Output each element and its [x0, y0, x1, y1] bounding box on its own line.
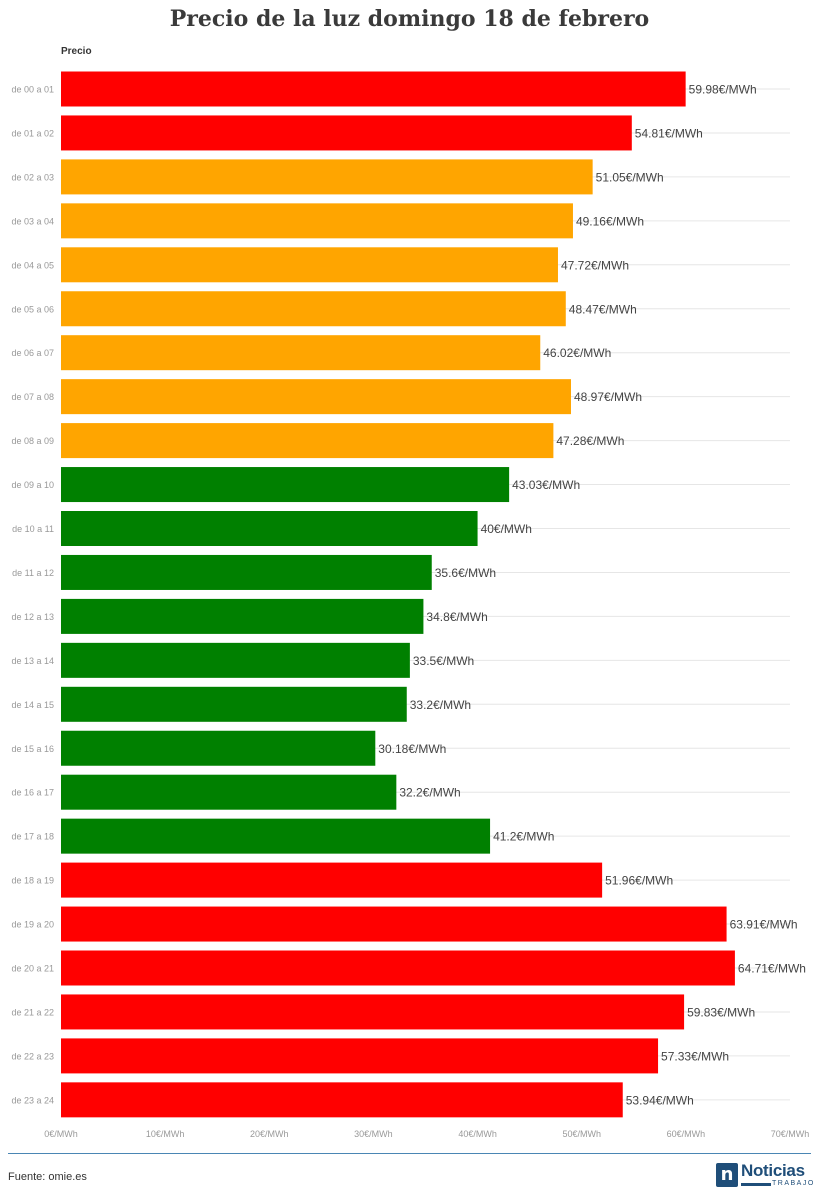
x-tick-label: 50€/MWh [562, 1129, 601, 1139]
data-label: 33.5€/MWh [413, 654, 474, 668]
data-label: 59.83€/MWh [687, 1005, 755, 1019]
logo-mark-icon: n [716, 1163, 738, 1187]
category-label: de 19 a 20 [11, 920, 54, 930]
x-tick-label: 40€/MWh [458, 1129, 497, 1139]
category-label: de 02 a 03 [11, 172, 54, 182]
logo-name: Noticias [741, 1161, 805, 1180]
data-label: 34.8€/MWh [426, 610, 487, 624]
category-label: de 05 a 06 [11, 304, 54, 314]
bar [61, 774, 397, 810]
bar [61, 247, 558, 283]
bar [61, 1082, 623, 1118]
x-tick-label: 20€/MWh [250, 1129, 289, 1139]
logo-subtitle: TRABAJO [772, 1180, 815, 1187]
bar [61, 686, 407, 722]
category-label: de 23 a 24 [11, 1095, 54, 1105]
data-label: 64.71€/MWh [738, 962, 806, 976]
category-label: de 00 a 01 [11, 85, 54, 95]
x-tick-label: 10€/MWh [146, 1129, 185, 1139]
bar [61, 554, 432, 590]
data-label: 47.72€/MWh [561, 258, 629, 272]
bar [61, 203, 573, 239]
data-label: 43.03€/MWh [512, 478, 580, 492]
data-label: 59.98€/MWh [689, 83, 757, 97]
x-tick-label: 30€/MWh [354, 1129, 393, 1139]
category-label: de 06 a 07 [11, 348, 54, 358]
data-label: 41.2€/MWh [493, 830, 554, 844]
bar [61, 598, 424, 634]
data-label: 30.18€/MWh [378, 742, 446, 756]
data-label: 33.2€/MWh [410, 698, 471, 712]
category-label: de 04 a 05 [11, 260, 54, 270]
category-label: de 14 a 15 [11, 700, 54, 710]
bar [61, 159, 593, 195]
category-label: de 16 a 17 [11, 788, 54, 798]
publisher-logo: n Noticias TRABAJO [716, 1161, 815, 1189]
data-label: 63.91€/MWh [730, 918, 798, 932]
data-label: 32.2€/MWh [399, 786, 460, 800]
chart-title: Precio de la luz domingo 18 de febrero [169, 6, 650, 32]
series-label: Precio [61, 46, 92, 57]
data-label: 47.28€/MWh [556, 434, 624, 448]
data-label: 48.97€/MWh [574, 390, 642, 404]
bar-chart: 0€/MWh 10€/MWh 20€/MWh 30€/MWh 40€/MWh 50€/MW… [11, 71, 810, 1139]
bar [61, 467, 510, 503]
bar [61, 818, 491, 854]
category-label: de 03 a 04 [11, 216, 54, 226]
category-label: de 12 a 13 [11, 612, 54, 622]
data-label: 51.96€/MWh [605, 874, 673, 888]
category-label: de 07 a 08 [11, 392, 54, 402]
bar [61, 1038, 659, 1074]
bar [61, 115, 632, 151]
data-label: 49.16€/MWh [576, 214, 644, 228]
x-tick-label: 60€/MWh [667, 1129, 706, 1139]
category-label: de 10 a 11 [12, 524, 54, 534]
category-label: de 21 a 22 [11, 1007, 54, 1017]
x-tick-label: 70€/MWh [771, 1129, 810, 1139]
data-label: 57.33€/MWh [661, 1049, 729, 1063]
bar [61, 994, 685, 1030]
data-label: 54.81€/MWh [635, 126, 703, 140]
bar [61, 291, 566, 327]
data-label: 35.6€/MWh [435, 566, 496, 580]
data-label: 51.05€/MWh [596, 170, 664, 184]
category-label: de 08 a 09 [11, 436, 54, 446]
category-label: de 22 a 23 [11, 1051, 54, 1061]
category-label: de 09 a 10 [11, 480, 54, 490]
bar [61, 950, 735, 986]
footer-divider [8, 1153, 811, 1154]
bar [61, 862, 603, 898]
data-label: 53.94€/MWh [626, 1093, 694, 1107]
category-label: de 11 a 12 [12, 568, 54, 578]
bar [61, 71, 686, 107]
data-label: 40€/MWh [481, 522, 532, 536]
bar [61, 379, 571, 415]
category-label: de 20 a 21 [11, 964, 54, 974]
category-label: de 01 a 02 [11, 128, 54, 138]
bar [61, 511, 478, 546]
source-note: Fuente: omie.es [8, 1171, 87, 1183]
bar [61, 423, 554, 459]
x-tick-label: 0€/MWh [44, 1129, 78, 1139]
bar [61, 906, 727, 942]
logo-underline [741, 1183, 771, 1186]
data-label: 46.02€/MWh [543, 346, 611, 360]
bar [61, 730, 376, 766]
category-label: de 15 a 16 [11, 744, 54, 754]
bar [61, 642, 410, 678]
data-label: 48.47€/MWh [569, 302, 637, 316]
category-label: de 18 a 19 [11, 876, 54, 886]
category-label: de 17 a 18 [11, 832, 54, 842]
bar [61, 335, 541, 371]
category-label: de 13 a 14 [11, 656, 54, 666]
